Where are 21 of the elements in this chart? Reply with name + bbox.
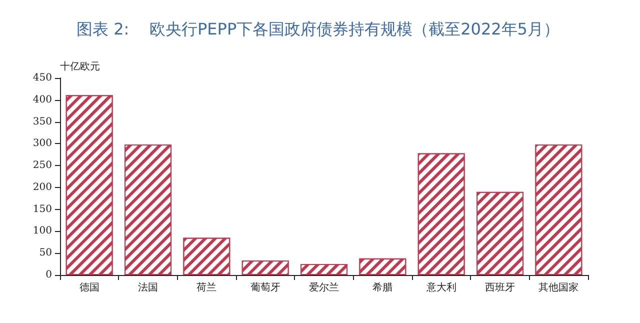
y-tick-label: 150	[32, 204, 52, 215]
y-tick-label: 200	[32, 182, 52, 193]
x-tick-label: 西班牙	[485, 282, 515, 294]
y-tick-label: 450	[32, 72, 52, 84]
x-tick-label: 荷兰	[196, 282, 217, 294]
x-tick-label: 其他国家	[538, 282, 579, 294]
x-tick-label: 爱尔兰	[309, 282, 339, 294]
x-tick-label: 法国	[138, 282, 158, 294]
y-tick-label: 300	[32, 138, 52, 150]
x-tick-label: 意大利	[425, 282, 456, 294]
x-tick-label: 希腊	[372, 282, 393, 294]
y-axis-title: 十亿欧元	[60, 60, 100, 72]
y-tick-label: 250	[32, 160, 52, 172]
y-tick-label: 0	[46, 270, 52, 280]
x-tick-label: 德国	[79, 282, 100, 294]
y-tick-label: 350	[32, 116, 52, 128]
y-tick-label: 100	[32, 226, 52, 237]
y-tick-label: 50	[39, 248, 52, 259]
x-tick-label: 葡萄牙	[250, 282, 280, 294]
y-tick-label: 400	[32, 94, 52, 106]
chart-title: 图表 2: 欧央行PEPP下各国政府债券持有规模（截至2022年5月）	[76, 20, 560, 38]
